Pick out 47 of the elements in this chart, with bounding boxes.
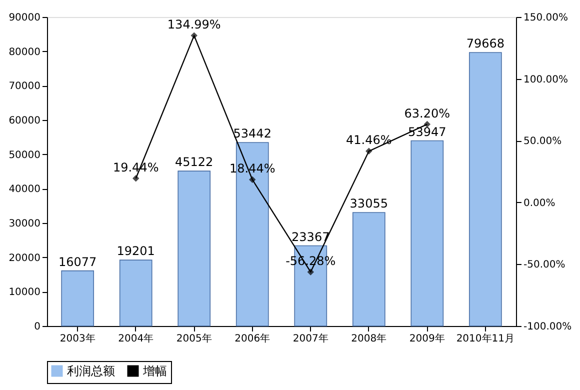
data-label: 53442 [233, 126, 272, 141]
x-tick-label: 2009年 [409, 332, 445, 344]
data-label: 134.99% [167, 18, 221, 32]
y-tick-label: 0 [34, 322, 40, 332]
point [307, 268, 314, 276]
y-tick-label: 70000 [8, 81, 40, 92]
y-tick-label: 20000 [8, 252, 40, 264]
point [366, 148, 372, 155]
y2-tick-label: 0.00% [524, 198, 556, 209]
bar [352, 212, 386, 326]
x-tick-label: 2003年 [60, 332, 96, 344]
legend-label: 增幅 [142, 364, 167, 378]
bar [61, 270, 94, 326]
y-tick-label: 80000 [8, 46, 40, 58]
legend-label: 利润总额 [67, 364, 115, 378]
y2-tick-label: 50.00% [524, 136, 562, 148]
point [190, 32, 198, 39]
data-label: 16077 [58, 254, 97, 269]
data-label: 33055 [350, 196, 388, 211]
bar [468, 52, 502, 326]
x-tick-label: 2006年 [234, 332, 270, 344]
y-tick-label: 90000 [8, 12, 40, 24]
y2-tick-label: 100.00% [524, 74, 568, 86]
y-tick-label: 40000 [8, 184, 40, 196]
data-label: 79668 [466, 36, 505, 50]
y-tick-label: 60000 [8, 116, 40, 126]
data-label: 41.46% [346, 133, 392, 148]
bar [119, 260, 152, 326]
y-tick-label: 10000 [8, 287, 40, 298]
bar [410, 140, 444, 326]
x-tick-label: 2010年11月 [456, 332, 515, 344]
data-label: 53947 [408, 124, 446, 139]
x-tick-label: 2008年 [351, 332, 387, 344]
x-tick-label: 2005年 [176, 332, 212, 344]
y2-tick-label: -100.00% [524, 322, 572, 332]
y-tick-label: 30000 [8, 218, 40, 230]
y2-tick-label: 150.00% [524, 12, 568, 24]
x-tick-label: 2004年 [118, 332, 154, 344]
x-tick-label: 2007年 [292, 332, 328, 344]
point [249, 176, 256, 183]
y2-tick-label: -50.00% [524, 260, 566, 271]
data-label: 45122 [175, 155, 214, 170]
data-label: 19201 [116, 244, 155, 258]
data-label: 63.20% [404, 106, 450, 120]
point [132, 175, 140, 182]
y-tick-label: 50000 [8, 150, 40, 161]
bar [178, 170, 211, 326]
